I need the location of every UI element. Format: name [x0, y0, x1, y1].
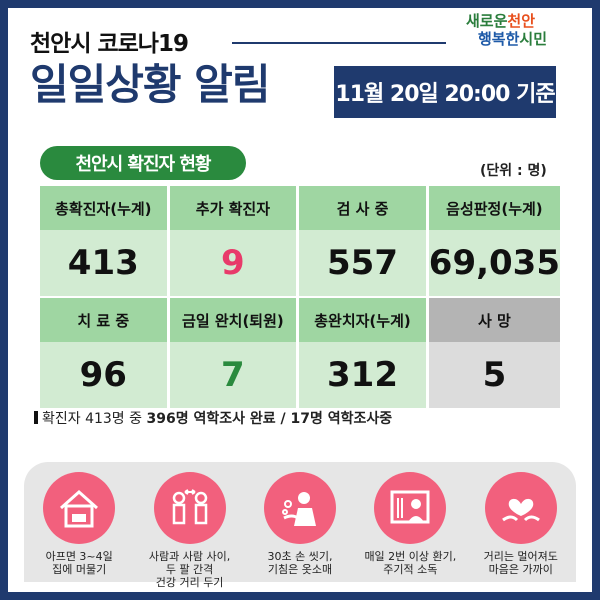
stat-value-treating: 96: [40, 342, 167, 408]
stat-value-total: 413: [40, 230, 167, 296]
stat-label-treating: 치 료 중: [40, 298, 167, 342]
stat-value-new: 9: [169, 230, 297, 296]
guideline-caption: 거리는 멀어져도 마음은 가까이: [483, 550, 558, 576]
title-big: 일일상황 알림: [30, 60, 270, 109]
stat-label-negative: 음성판정(누계): [428, 186, 560, 230]
section-pill: 천안시 확진자 현황: [40, 146, 246, 180]
logo-text-2a: 행복한: [478, 30, 520, 48]
title-divider: [232, 42, 446, 44]
date-badge: 11월 20일 20:00 기준: [334, 66, 556, 118]
heart-hands-icon: [484, 472, 557, 544]
title-small: 천안시 코로나19: [30, 31, 189, 57]
guideline-caption: 매일 2번 이상 환기, 주기적 소독: [364, 550, 457, 576]
logo-text-2b: 시민: [519, 30, 548, 48]
guideline-handwash: 30초 손 씻기, 기침은 옷소매: [248, 472, 352, 589]
guideline-heart: 거리는 멀어져도 마음은 가까이: [469, 472, 573, 589]
stat-label-total: 총확진자(누계): [40, 186, 167, 230]
stat-label-testing: 검 사 중: [299, 186, 426, 230]
guidelines-row: 아프면 3~4일 집에 머물기 사람과 사람 사이, 두 팔 간격 건강 거리 …: [24, 472, 576, 589]
stat-value-recovered-today: 7: [169, 342, 297, 408]
window-icon: [374, 472, 447, 544]
people-distance-icon: [153, 472, 226, 544]
note-bold: 396명 역학조사 완료 / 17명 역학조사중: [146, 411, 393, 427]
stat-label-new: 추가 확진자: [169, 186, 297, 230]
investigation-note: 확진자 413명 중 396명 역학조사 완료 / 17명 역학조사중: [34, 408, 392, 428]
logo-text-1b: 천안: [507, 12, 536, 30]
guideline-caption: 사람과 사람 사이, 두 팔 간격 건강 거리 두기: [148, 550, 231, 589]
stats-grid: 총확진자(누계) 추가 확진자 검 사 중 음성판정(누계) 413 9 557…: [40, 186, 560, 408]
guideline-caption: 아프면 3~4일 집에 머물기: [45, 550, 113, 576]
logo-text-1a: 새로운: [466, 12, 508, 30]
stat-label-recovered-total: 총완치자(누계): [299, 298, 426, 342]
guideline-caption: 30초 손 씻기, 기침은 옷소매: [267, 550, 333, 576]
handwash-icon: [263, 472, 336, 544]
house-icon: [43, 472, 116, 544]
city-slogan-logo: 새로운천안 행복한시민: [466, 12, 566, 56]
unit-label: (단위 : 명): [480, 163, 547, 179]
guideline-stay-home: 아프면 3~4일 집에 머물기: [27, 472, 131, 589]
stat-value-testing: 557: [299, 230, 426, 296]
bullet-bar: [34, 411, 38, 424]
stat-value-deaths: 5: [428, 342, 560, 408]
guideline-distance: 사람과 사람 사이, 두 팔 간격 건강 거리 두기: [138, 472, 242, 589]
guideline-ventilate: 매일 2번 이상 환기, 주기적 소독: [358, 472, 462, 589]
stat-label-deaths: 사 망: [428, 298, 560, 342]
note-prefix: 확진자 413명 중: [42, 411, 147, 427]
stat-label-recovered-today: 금일 완치(퇴원): [169, 298, 297, 342]
stat-value-negative: 69,035: [428, 230, 560, 296]
stat-value-recovered-total: 312: [299, 342, 426, 408]
